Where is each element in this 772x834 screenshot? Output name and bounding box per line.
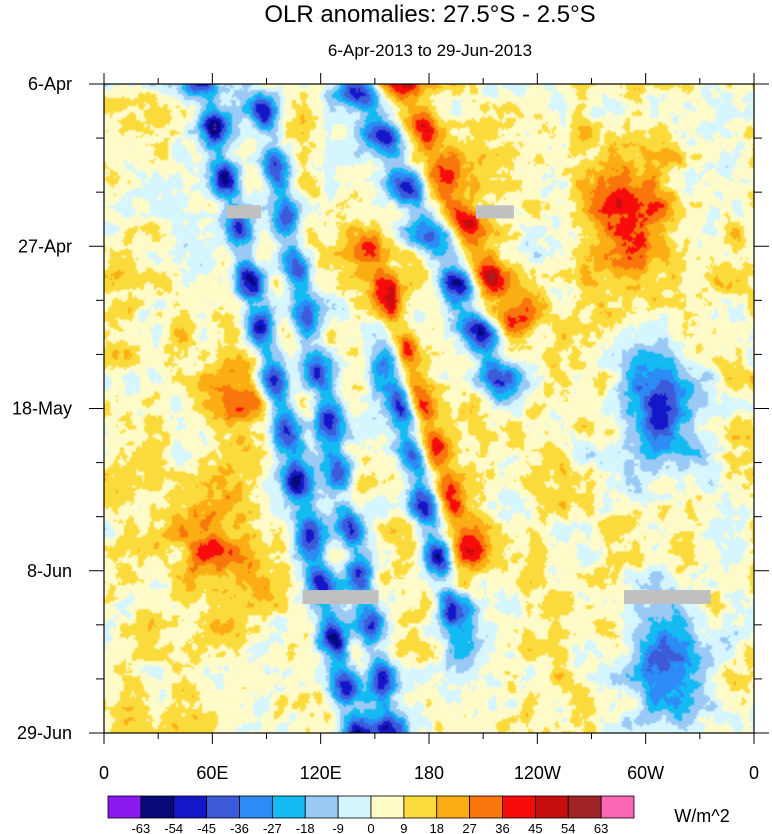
colorbar-box [337,795,372,819]
colorbar-label: -18 [296,821,315,834]
chart-subtitle: 6-Apr-2013 to 29-Jun-2013 [328,41,532,60]
missing-data-layer [226,205,711,604]
colorbar-label: 36 [495,821,509,834]
colorbar-label: 27 [462,821,476,834]
x-tick-label: 120E [300,763,342,783]
x-tick-label: 0 [749,763,759,783]
x-tick-label: 60W [627,763,664,783]
colorbar-label: 54 [561,821,575,834]
x-tick-label: 60E [196,763,228,783]
missing-data-patch [302,590,379,604]
colorbar-box [107,795,142,819]
colorbar-label: -27 [263,821,282,834]
colorbar: -63 -54 -45 -36 -27 -18 -9 0 9 18 27 36 45 54 63 [107,795,635,834]
colorbar-box [534,795,569,819]
y-tick-label: 27-Apr [18,236,72,256]
colorbar-label: -9 [332,821,344,834]
colorbar-units: W/m^2 [674,806,729,826]
x-tick-label: 120W [514,763,561,783]
axis-ticks [89,73,769,744]
colorbar-label: 45 [528,821,542,834]
y-tick-label: 6-Apr [28,74,72,94]
colorbar-box [567,795,602,819]
colorbar-box [370,795,405,819]
colorbar-label: 18 [430,821,444,834]
missing-data-patch [624,590,711,604]
colorbar-label: -63 [131,821,150,834]
colorbar-label: -45 [197,821,216,834]
chart-title: OLR anomalies: 27.5°S - 2.5°S [264,1,595,28]
colorbar-box [206,795,240,819]
x-tick-label: 180 [414,763,444,783]
colorbar-box [304,795,339,819]
y-axis-labels: 6-Apr 27-Apr 18-May 8-Jun 29-Jun [12,74,72,743]
colorbar-box [502,795,536,819]
y-tick-label: 29-Jun [17,723,72,743]
colorbar-box [239,795,273,819]
y-tick-label: 18-May [12,399,72,419]
colorbar-box [271,795,306,819]
colorbar-box [469,795,503,819]
y-tick-label: 8-Jun [27,561,72,581]
x-tick-label: 0 [99,763,109,783]
colorbar-label: 9 [400,821,407,834]
colorbar-box [600,795,635,819]
missing-data-patch [226,205,262,219]
colorbar-label: 0 [367,821,374,834]
colorbar-label: -54 [164,821,183,834]
anomaly-field [104,84,754,733]
plot-area [103,83,755,734]
colorbar-label: 63 [594,821,608,834]
colorbar-box [436,795,471,819]
colorbar-box [173,795,208,819]
x-axis-labels: 0 60E 120E 180 120W 60W 0 [99,763,759,783]
missing-data-patch [475,205,514,219]
colorbar-box [403,795,438,819]
colorbar-label: -36 [230,821,249,834]
colorbar-box [140,795,175,819]
